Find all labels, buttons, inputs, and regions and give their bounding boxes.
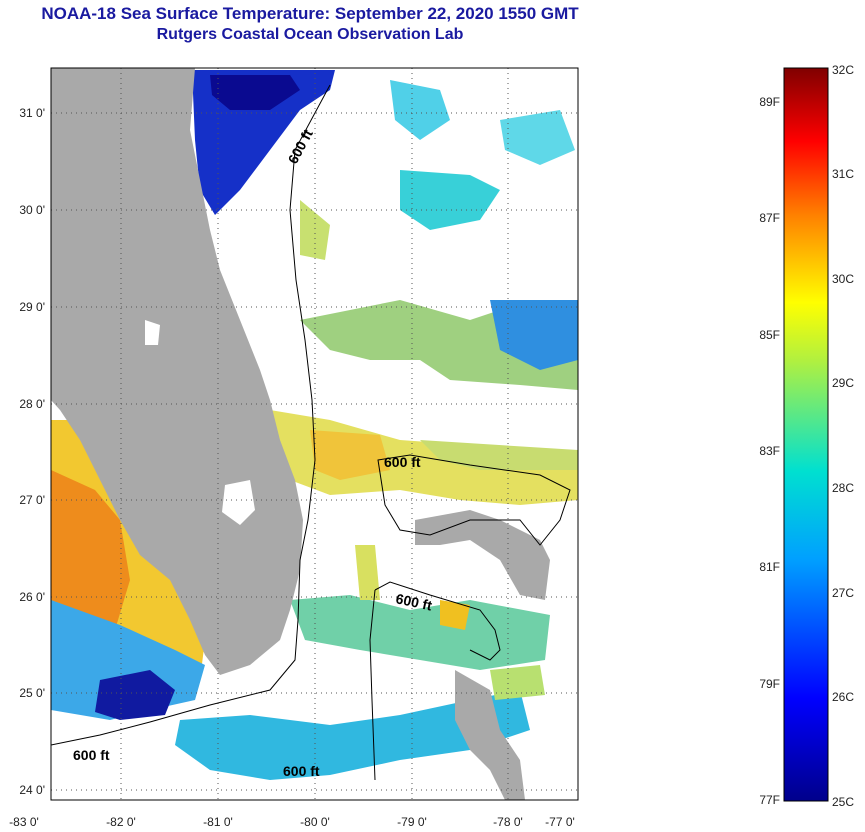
lat-label: 28 0' [19,397,45,411]
lon-label: -79 0' [397,815,427,829]
latitude-axis: 31 0' 30 0' 29 0' 28 0' 27 0' 26 0' 25 0… [19,106,45,797]
map-subtitle: Rutgers Coastal Ocean Observation Lab [156,26,464,43]
lon-label: -81 0' [203,815,233,829]
isobath-label: 600 ft [73,747,110,763]
sst-patches [51,70,578,780]
lat-label: 29 0' [19,300,45,314]
graticule [51,68,578,800]
lon-label: -80 0' [300,815,330,829]
colorbar-fahrenheit-label: 79F [759,677,780,691]
colorbar-gradient [783,67,829,802]
colorbar-fahrenheit-label: 85F [759,328,780,342]
lon-label: -77 0' [545,815,575,829]
colorbar-celsius-label: 27C [832,586,854,600]
colorbar-celsius-label: 29C [832,376,854,390]
colorbar-celsius-label: 25C [832,795,854,809]
colorbar-celsius-label: 32C [832,63,854,77]
colorbar-celsius-label: 31C [832,167,854,181]
colorbar-fahrenheit-label: 87F [759,211,780,225]
map-area [51,68,578,800]
colorbar-fahrenheit-label: 83F [759,444,780,458]
colorbar-fahrenheit-label: 81F [759,560,780,574]
lat-label: 24 0' [19,783,45,797]
isobath-label: 600 ft [283,763,320,779]
map-title: NOAA-18 Sea Surface Temperature: Septemb… [41,4,579,23]
lon-label: -83 0' [9,815,39,829]
isobath-600ft [51,84,571,781]
longitude-axis: -83 0' -82 0' -81 0' -80 0' -79 0' -78 0… [9,815,575,829]
colorbar-fahrenheit-label: 89F [759,95,780,109]
map-frame [50,67,579,801]
lat-label: 25 0' [19,686,45,700]
lat-label: 30 0' [19,203,45,217]
colorbar-celsius-label: 26C [832,690,854,704]
land [51,68,550,800]
isobath-label: 600 ft [384,454,421,470]
colorbar-celsius-label: 30C [832,272,854,286]
lat-label: 31 0' [19,106,45,120]
isobath-label: 600 ft [394,590,433,613]
lon-label: -78 0' [493,815,523,829]
colorbar: 32C 31C 30C 29C 28C 27C 26C 25C 89F 87F … [759,63,854,809]
lat-label: 27 0' [19,493,45,507]
lon-label: -82 0' [106,815,136,829]
colorbar-fahrenheit-label: 77F [759,793,780,807]
colorbar-celsius-label: 28C [832,481,854,495]
lat-label: 26 0' [19,590,45,604]
